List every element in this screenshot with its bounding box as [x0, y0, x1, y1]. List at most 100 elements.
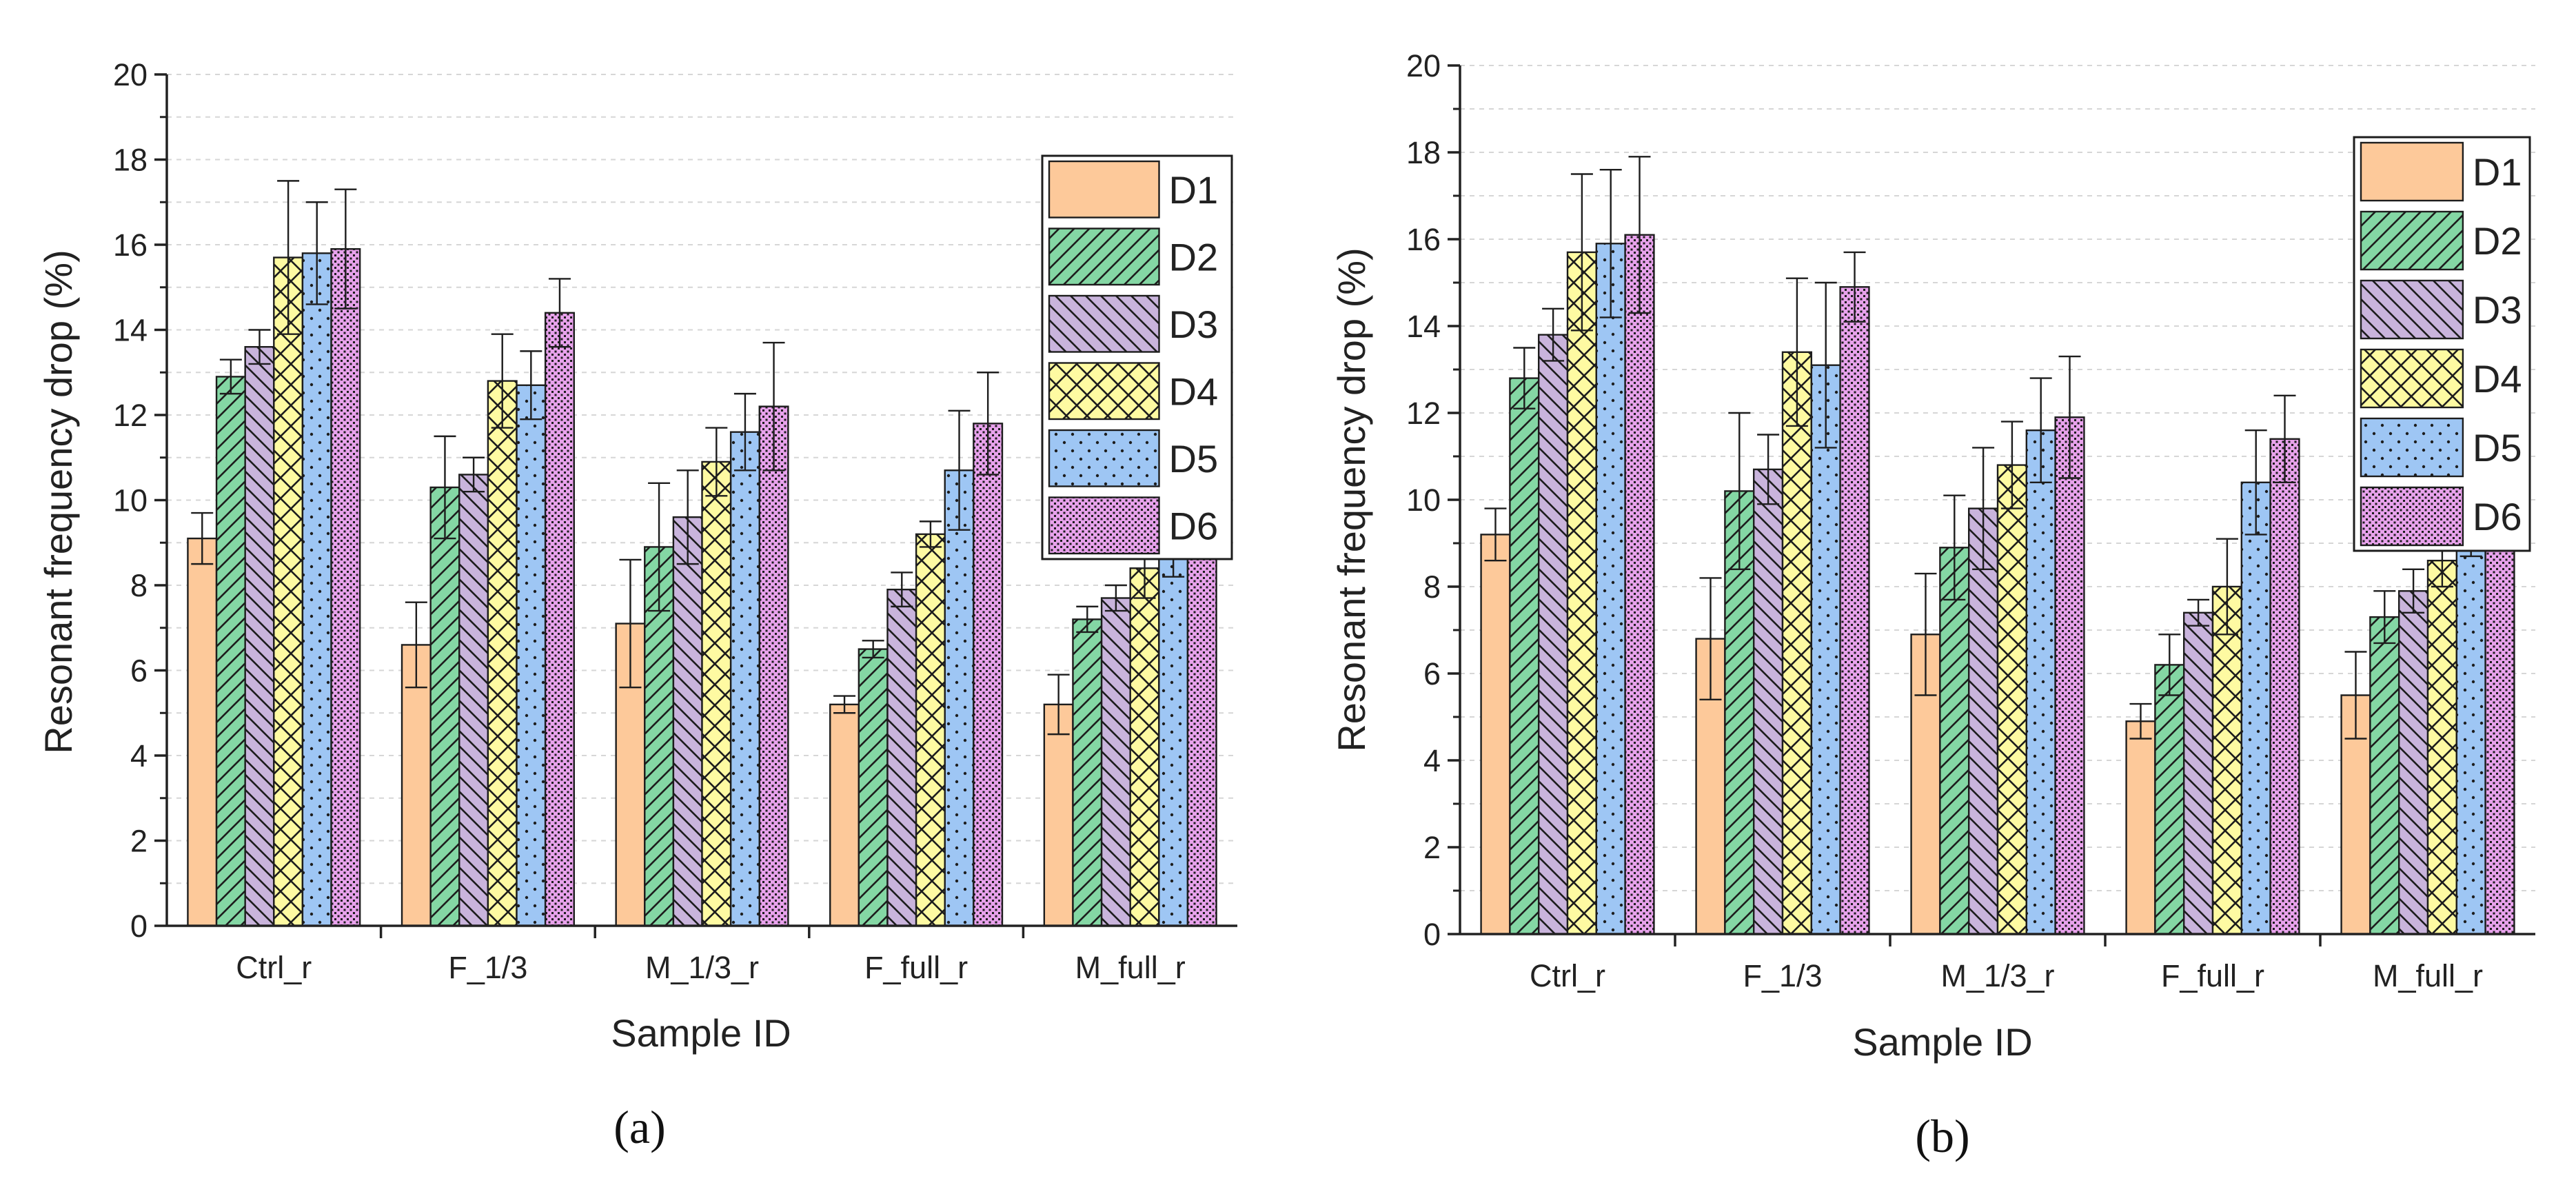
y-tick-label: 4: [1423, 743, 1441, 778]
legend-label-D5: D5: [2473, 426, 2522, 469]
legend-label-D6: D6: [1169, 504, 1219, 547]
bar-D3-M_full_r: [2397, 590, 2429, 935]
bar-D4-M_full_r: [2426, 560, 2458, 935]
error-bar-D5-M_1/3_r: [733, 392, 756, 472]
y-tick-label: 10: [113, 483, 148, 518]
y-tick-label: 6: [1423, 656, 1441, 691]
legend: D1 D2 D3 D4 D5 D6: [1041, 154, 1233, 560]
error-bar-D4-M_1/3_r: [705, 427, 728, 497]
legend-box: [1041, 154, 1233, 560]
bar-D6-F_full_r: [973, 423, 1004, 927]
x-tick-label: F_1/3: [1743, 958, 1822, 993]
bar-D4-M_1/3_r: [1996, 464, 2028, 935]
bar-D1-F_1/3: [400, 644, 432, 927]
y-tick-label: 16: [113, 227, 148, 263]
y-tick-label: 2: [1423, 830, 1441, 865]
x-tick-label: Ctrl_r: [1530, 958, 1605, 993]
panel-label: (b): [1915, 1110, 1969, 1162]
legend-label-D5: D5: [1169, 437, 1219, 480]
legend-label-D1: D1: [2473, 150, 2522, 194]
bar-D4-Ctrl_r: [1566, 251, 1598, 935]
panel-label: (a): [613, 1101, 665, 1153]
legend-label-D2: D2: [1169, 235, 1219, 278]
error-bar-D1-F_1/3: [1699, 577, 1722, 700]
axes: 0 2 4 6 8 10 12 14 16 18 20 Ctrl_r F_1/3 M_1/3_r F_ful…: [1406, 48, 2535, 993]
bar-D3-Ctrl_r: [244, 346, 275, 927]
chart-panel-a: 0 2 4 6 8 10 12 14 16 18 20 Ctrl_r F_1/3 M_1/3_r F_ful…: [37, 57, 1237, 1153]
error-bar-D3-F_full_r: [2187, 598, 2210, 627]
bar-D1-Ctrl_r: [1480, 534, 1511, 935]
legend-label-D4: D4: [1169, 369, 1219, 413]
y-tick-label: 4: [130, 738, 148, 773]
legend-swatch-D2: [1048, 227, 1160, 286]
x-tick-label: M_1/3_r: [645, 950, 759, 985]
error-bar-D1-M_1/3_r: [1914, 572, 1937, 696]
error-bar-D2-M_full_r: [2373, 590, 2396, 645]
error-bar-D1-F_1/3: [405, 601, 427, 689]
bar-D1-F_full_r: [829, 703, 860, 927]
error-bar-D2-Ctrl_r: [1513, 347, 1536, 409]
bar-D6-Ctrl_r: [330, 247, 361, 927]
bar-D6-F_1/3: [544, 312, 575, 927]
error-bar-D5-F_1/3: [1814, 281, 1837, 449]
error-bar-D1-M_full_r: [2344, 651, 2367, 740]
y-tick-label: 0: [1423, 917, 1441, 952]
error-bar-D5-F_1/3: [520, 350, 542, 421]
bar-D5-Ctrl_r: [1595, 243, 1626, 935]
bar-D1-F_full_r: [2125, 720, 2156, 935]
bar-D2-F_1/3: [429, 486, 460, 927]
y-tick-label: 8: [130, 568, 148, 603]
bar-D4-F_1/3: [1781, 351, 1813, 935]
error-bar-D4-F_full_r: [2215, 538, 2238, 636]
bar-D1-M_full_r: [1043, 703, 1074, 927]
bar-D3-F_1/3: [1752, 468, 1784, 935]
error-bar-D1-M_full_r: [1047, 673, 1070, 736]
x-axis-label: Sample ID: [611, 1011, 791, 1055]
bar-D2-F_full_r: [2154, 664, 2185, 935]
bar-D6-F_1/3: [1839, 286, 1870, 935]
error-bar-D3-Ctrl_r: [1542, 307, 1565, 362]
bar-D5-F_1/3: [1810, 364, 1841, 935]
bar-D3-F_full_r: [886, 588, 917, 927]
y-tick-label: 18: [1406, 135, 1441, 170]
bar-D3-M_1/3_r: [1967, 507, 1999, 935]
bar-D5-F_1/3: [516, 384, 547, 927]
bars: [187, 180, 1217, 927]
error-bar-D2-Ctrl_r: [219, 358, 242, 395]
bar-D6-F_full_r: [2269, 438, 2300, 935]
y-tick-label: 16: [1406, 222, 1441, 257]
error-bar-D5-Ctrl_r: [305, 201, 328, 305]
y-tick-label: 14: [1406, 309, 1441, 344]
error-bar-D2-F_1/3: [1728, 412, 1751, 570]
bar-D3-M_1/3_r: [672, 516, 703, 927]
error-bar-D2-M_1/3_r: [648, 482, 671, 612]
bars: [1480, 156, 2515, 935]
error-bar-D3-Ctrl_r: [248, 329, 271, 365]
y-tick-label: 8: [1423, 569, 1441, 605]
legend-swatch-D6: [2360, 486, 2464, 547]
y-tick-label: 12: [1406, 396, 1441, 431]
bar-D4-F_1/3: [487, 380, 518, 927]
legend-swatch-D6: [1048, 496, 1160, 555]
legend-swatch-D1: [1048, 160, 1160, 219]
bar-D5-Ctrl_r: [301, 252, 332, 927]
legend-box: [2353, 136, 2531, 552]
bar-D2-Ctrl_r: [215, 376, 246, 927]
bar-D3-F_full_r: [2182, 611, 2214, 935]
error-bar-D4-F_1/3: [491, 333, 514, 429]
error-bar-D3-F_1/3: [1757, 434, 1780, 505]
legend-label-D3: D3: [2473, 288, 2522, 332]
bar-D5-F_full_r: [2240, 481, 2271, 935]
error-bar-D2-M_1/3_r: [1943, 494, 1966, 601]
legend-swatch-D1: [2360, 141, 2464, 202]
y-tick-label: 14: [113, 313, 148, 348]
bar-D2-M_1/3_r: [1939, 547, 1970, 935]
legend-swatch-D4: [1048, 362, 1160, 421]
bar-D5-M_1/3_r: [729, 431, 760, 927]
bar-D6-Ctrl_r: [1624, 234, 1655, 935]
error-bar-D3-M_1/3_r: [1972, 447, 1995, 570]
bar-D6-M_full_r: [2484, 525, 2515, 935]
error-bar-D4-F_full_r: [919, 520, 942, 548]
error-bar-D3-F_1/3: [463, 456, 485, 493]
